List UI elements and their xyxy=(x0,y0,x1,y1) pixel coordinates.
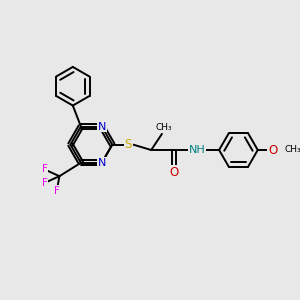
Text: NH: NH xyxy=(188,145,205,155)
Text: N: N xyxy=(98,122,106,131)
Text: CH₃: CH₃ xyxy=(156,124,172,133)
Text: F: F xyxy=(54,186,60,196)
Text: O: O xyxy=(169,166,178,179)
Text: F: F xyxy=(42,178,48,188)
Text: N: N xyxy=(98,158,106,168)
Text: O: O xyxy=(268,143,278,157)
Text: F: F xyxy=(42,164,48,175)
Text: CH₃: CH₃ xyxy=(284,146,300,154)
Text: S: S xyxy=(125,138,132,151)
